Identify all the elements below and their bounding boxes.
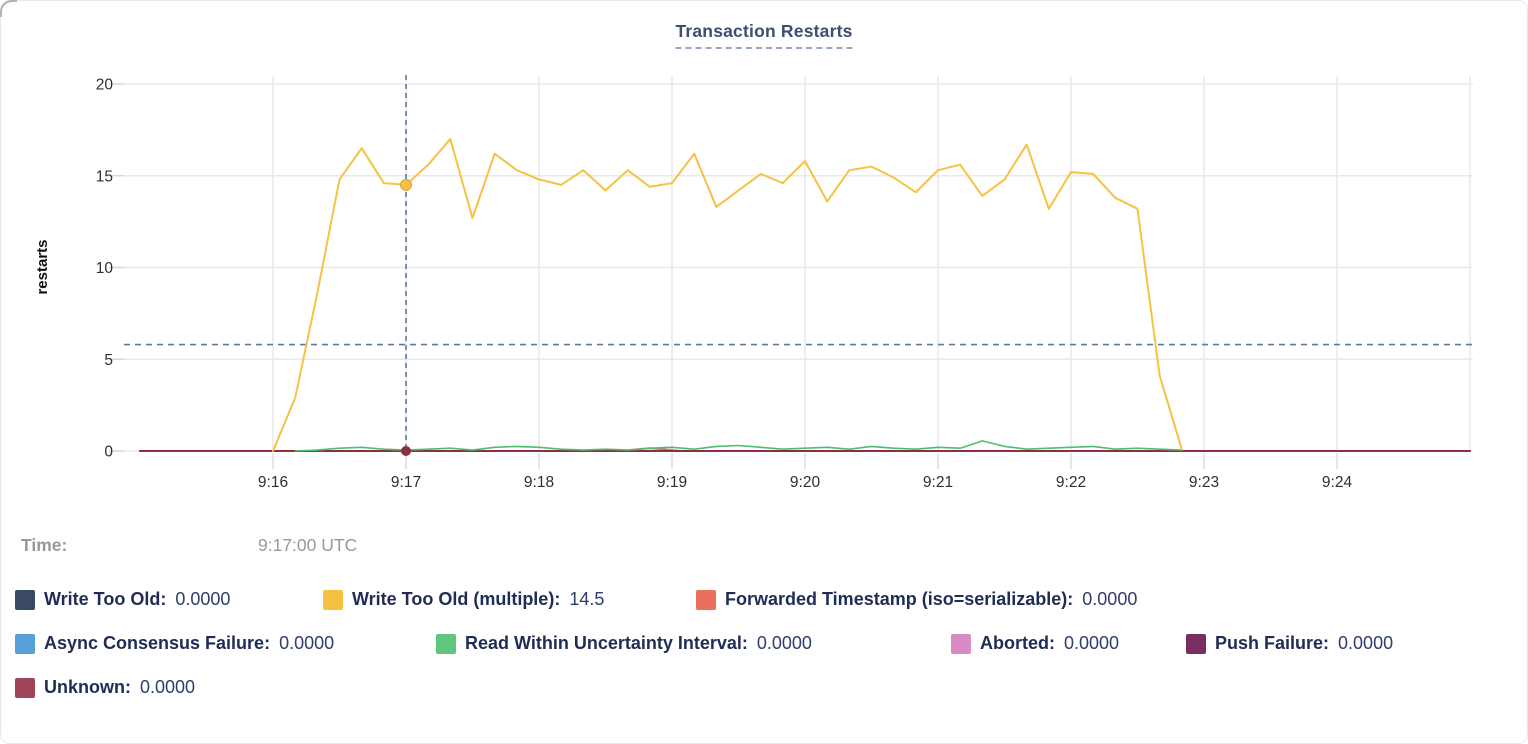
legend-series-label: Async Consensus Failure: [44,633,271,653]
legend-series-label: Write Too Old: [44,589,167,609]
tooltip-time-value: 9:17:00 UTC [258,535,358,555]
legend-series-value: 0.0000 [175,589,231,609]
legend-item: Read Within Uncertainty Interval: 0.0000 [436,633,951,654]
svg-text:9:19: 9:19 [657,474,687,491]
legend-item: Push Failure: 0.0000 [1186,633,1393,654]
svg-text:9:21: 9:21 [923,474,953,491]
legend-series-label: Write Too Old (multiple): [352,589,561,609]
legend-series-value: 0.0000 [756,633,812,653]
legend-item: Unknown: 0.0000 [15,677,195,698]
svg-text:20: 20 [96,77,114,94]
svg-text:9:16: 9:16 [258,474,288,491]
svg-text:9:18: 9:18 [524,474,554,491]
legend-series-value: 0.0000 [279,633,335,653]
svg-text:9:17: 9:17 [391,474,421,491]
legend-row: Unknown: 0.0000 [15,677,1393,698]
legend-swatch [696,589,716,610]
svg-text:9:23: 9:23 [1189,474,1219,491]
legend-swatch [436,633,456,654]
legend-row: Async Consensus Failure: 0.0000 Read Withi… [15,633,1393,654]
svg-text:5: 5 [104,352,113,369]
legend-item: Aborted: 0.0000 [951,633,1186,654]
legend-item: Write Too Old (multiple): 14.5 [323,589,696,610]
chart-legend: Write Too Old: 0.0000 Write Too Old (multi… [15,589,1393,698]
legend-series-value: 0.0000 [1082,589,1138,609]
svg-text:15: 15 [96,168,113,185]
legend-swatch [15,677,35,698]
svg-text:restarts: restarts [34,239,51,294]
legend-swatch [951,633,971,654]
legend-series-label: Read Within Uncertainty Interval: [465,633,748,653]
legend-swatch [15,633,35,654]
legend-series-label: Unknown: [44,677,131,697]
legend-series-label: Aborted: [980,633,1055,653]
legend-series-value: 0.0000 [1064,633,1120,653]
tooltip-time-row: Time: 9:17:00 UTC [21,535,357,556]
legend-row: Write Too Old: 0.0000 Write Too Old (multi… [15,589,1393,610]
svg-text:0: 0 [104,444,113,461]
svg-text:9:24: 9:24 [1322,474,1353,491]
legend-series-value: 14.5 [569,589,605,609]
svg-text:9:22: 9:22 [1056,474,1086,491]
tooltip-time-label: Time: [21,535,68,555]
transaction-restarts-chart[interactable]: 0 5 10 15 20 9:16 9:17 9:18 9:19 9:20 9:21 9:22 9:23… [1,1,1528,521]
legend-swatch [15,589,35,610]
legend-item: Forwarded Timestamp (iso=serializable): 0… [696,589,1137,610]
legend-series-value: 0.0000 [1338,633,1394,653]
legend-item: Async Consensus Failure: 0.0000 [15,633,436,654]
legend-series-label: Push Failure: [1215,633,1330,653]
legend-swatch [323,589,343,610]
legend-item: Write Too Old: 0.0000 [15,589,323,610]
legend-series-value: 0.0000 [140,677,196,697]
legend-swatch [1186,633,1206,654]
legend-series-label: Forwarded Timestamp (iso=serializable): [725,589,1074,609]
chart-title[interactable]: Transaction Restarts [675,21,853,49]
svg-text:9:20: 9:20 [790,474,821,491]
svg-text:10: 10 [96,260,114,277]
